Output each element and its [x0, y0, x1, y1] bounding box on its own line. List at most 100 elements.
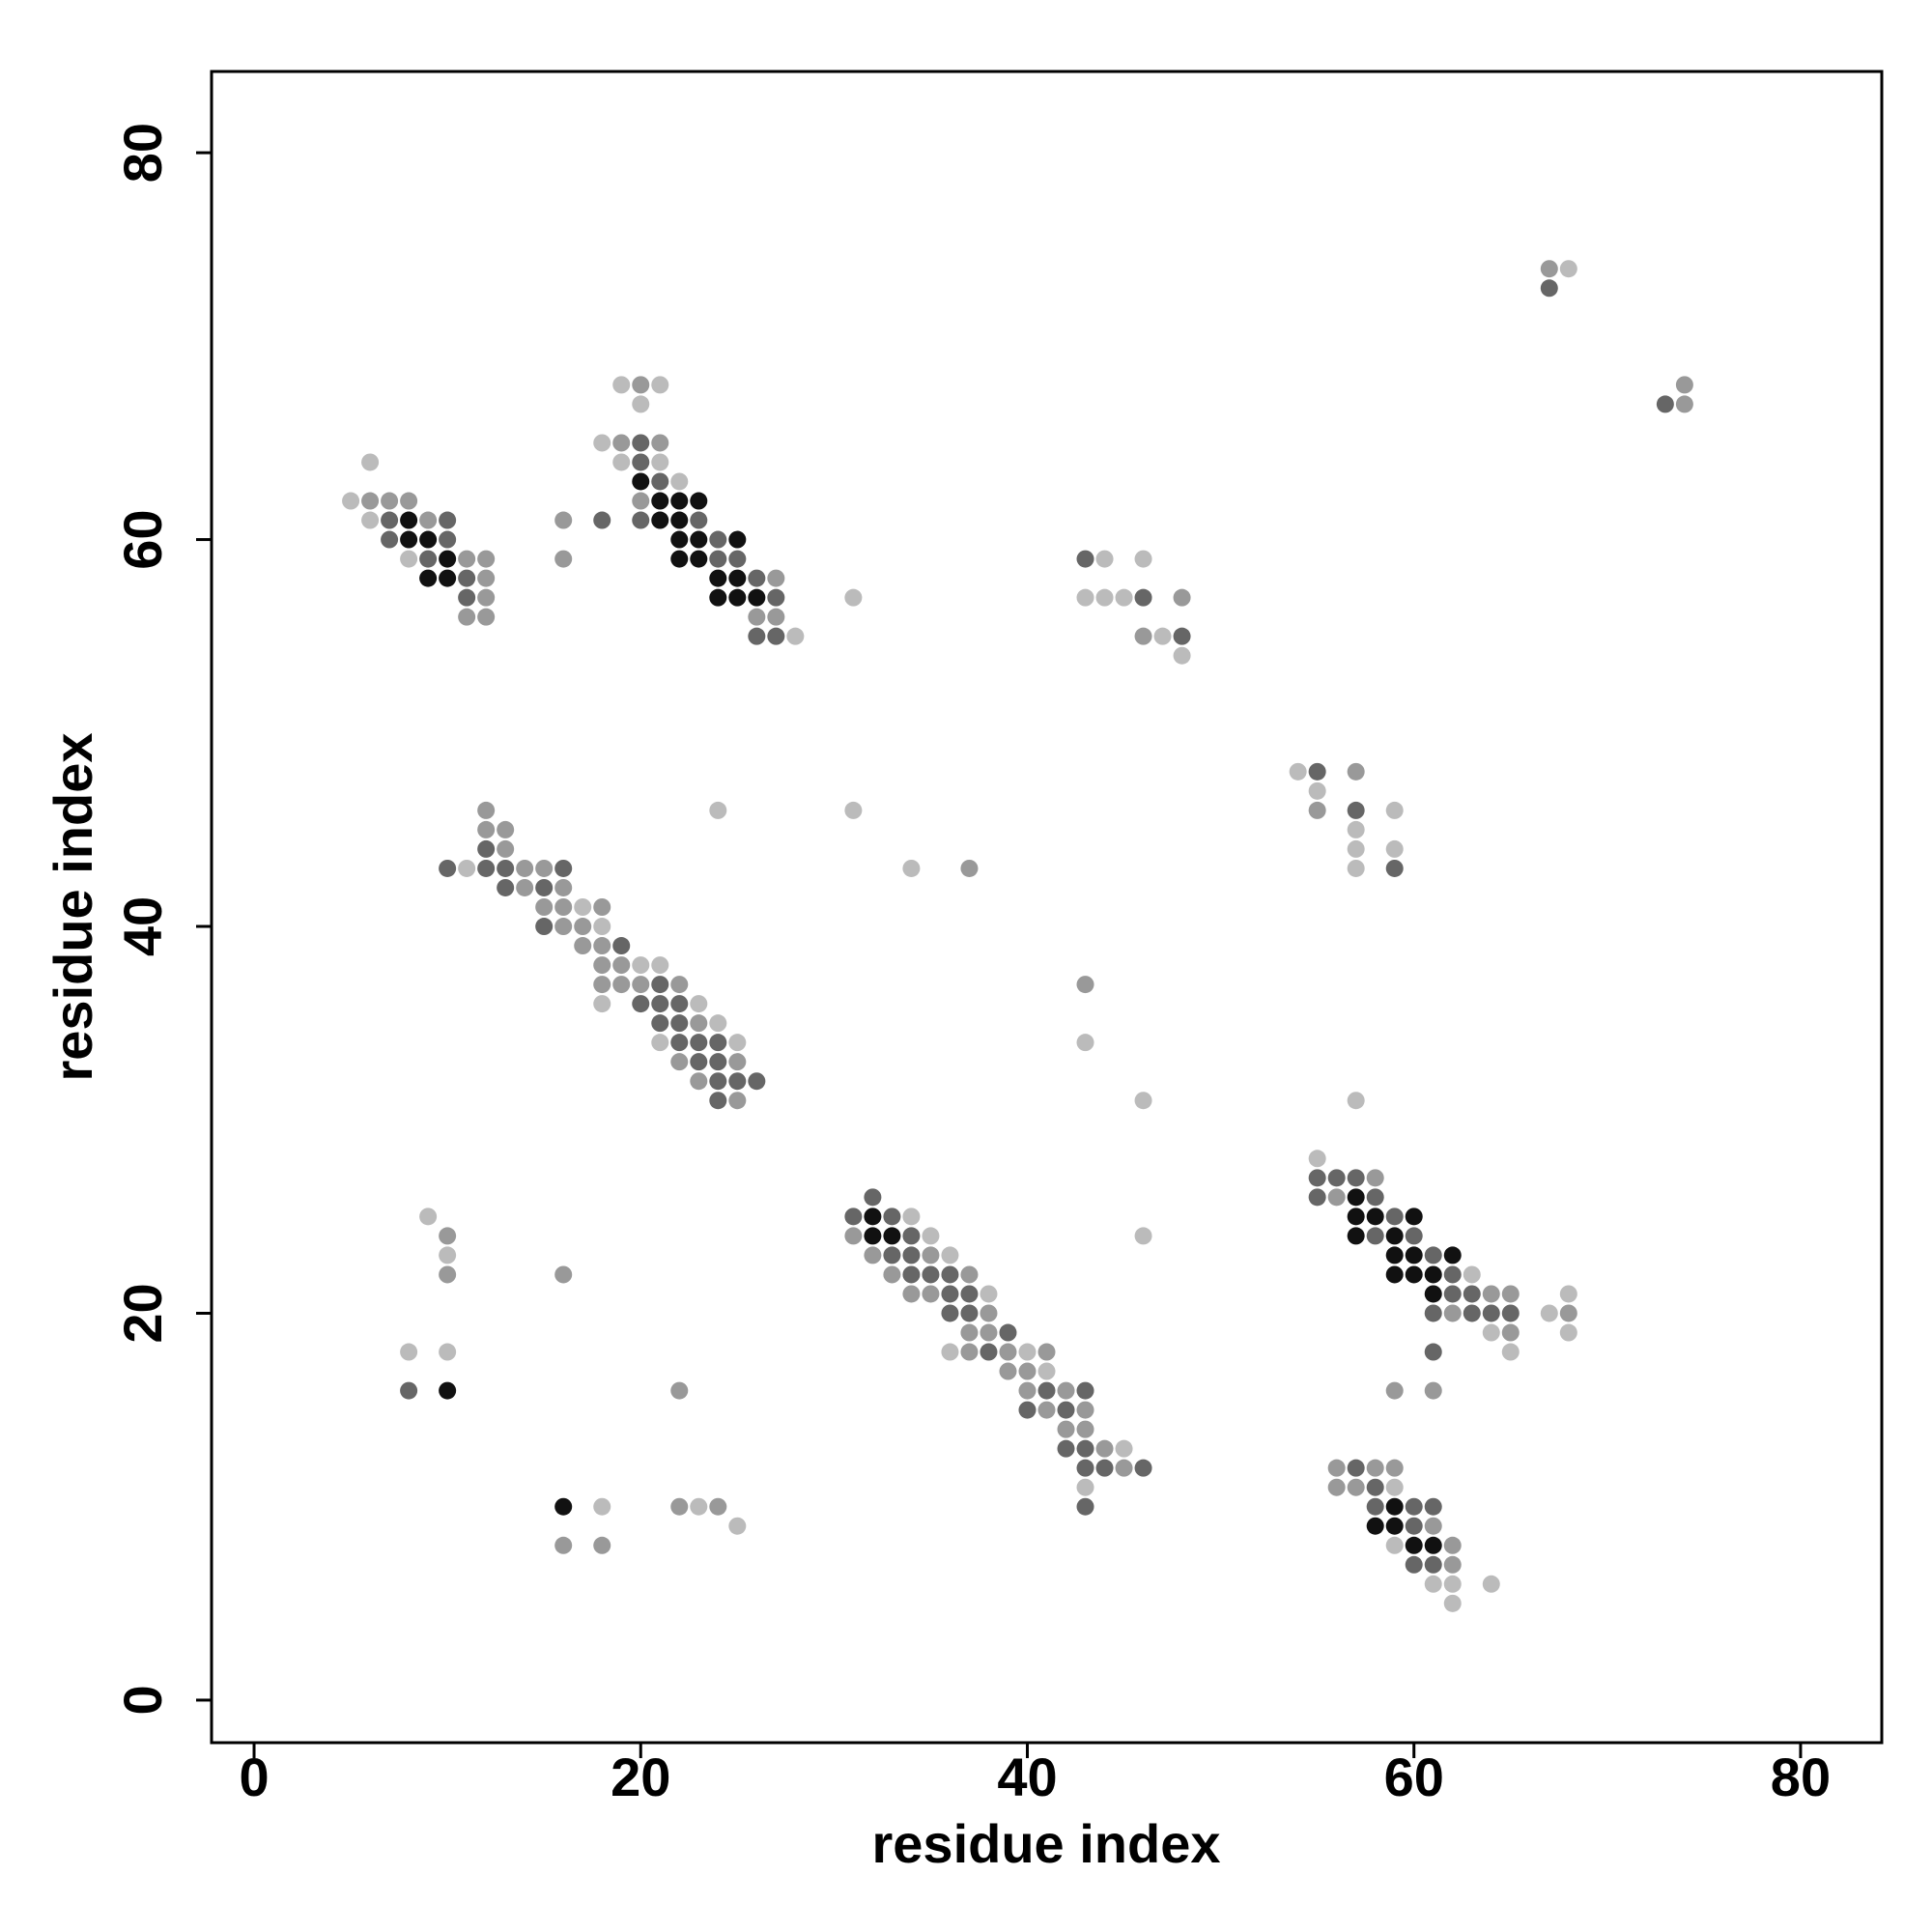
- contact-dot: [980, 1304, 998, 1322]
- contact-dot: [458, 588, 476, 607]
- contact-dot: [728, 569, 747, 587]
- contact-dot: [864, 1246, 882, 1264]
- contact-dot: [477, 550, 496, 568]
- contact-dot: [670, 1053, 689, 1071]
- contact-dot: [1443, 1555, 1462, 1574]
- contact-dot: [1424, 1381, 1442, 1400]
- contact-dot: [1347, 1478, 1365, 1496]
- contact-dot: [922, 1246, 940, 1264]
- contact-dot: [728, 588, 747, 607]
- contact-dot: [1424, 1497, 1442, 1516]
- contact-dot: [1153, 627, 1172, 645]
- contact-dot: [844, 801, 863, 819]
- contact-dot: [1095, 588, 1114, 607]
- contact-dot: [651, 472, 669, 491]
- contact-dot: [1115, 588, 1133, 607]
- contact-dot: [477, 608, 496, 626]
- contact-dot: [1037, 1362, 1056, 1380]
- contact-dot: [477, 820, 496, 838]
- contact-dot: [690, 1497, 708, 1516]
- contact-dot: [1366, 1459, 1384, 1477]
- contact-dot: [690, 550, 708, 568]
- contact-dot: [709, 801, 727, 819]
- contact-dot: [844, 1208, 863, 1226]
- contact-dot: [574, 937, 592, 955]
- contact-dot: [1405, 1517, 1423, 1535]
- contact-dot: [651, 376, 669, 394]
- contact-dot: [1443, 1594, 1462, 1612]
- contact-dot: [1173, 588, 1191, 607]
- contact-dot: [1501, 1285, 1520, 1303]
- contact-dot: [1134, 1092, 1152, 1110]
- contact-dot: [1308, 1188, 1326, 1207]
- contact-dot: [709, 530, 727, 549]
- contact-dot: [516, 859, 534, 877]
- contact-dot: [748, 588, 766, 607]
- contact-dot: [1327, 1459, 1346, 1477]
- contact-dot: [593, 937, 611, 955]
- contact-dot: [554, 1536, 573, 1554]
- contact-dot: [1076, 1401, 1094, 1419]
- y-axis-title: residue index: [43, 732, 103, 1081]
- contact-dot: [1366, 1517, 1384, 1535]
- contact-dot: [670, 511, 689, 529]
- contact-dot: [1347, 839, 1365, 858]
- contact-dot: [381, 511, 399, 529]
- y-tick-label: 0: [112, 1685, 173, 1715]
- contact-dot: [1173, 627, 1191, 645]
- contact-dot: [690, 1014, 708, 1033]
- contact-dot: [554, 859, 573, 877]
- contact-dot: [632, 376, 650, 394]
- contact-dot: [1347, 1188, 1365, 1207]
- contact-dot: [1308, 762, 1326, 781]
- contact-dot: [632, 976, 650, 994]
- contact-dot: [593, 511, 611, 529]
- contact-dot: [709, 1072, 727, 1091]
- contact-dot: [1366, 1478, 1384, 1496]
- contact-dot: [612, 956, 631, 975]
- contact-dot: [1347, 801, 1365, 819]
- y-tick-label: 80: [112, 123, 173, 183]
- contact-dot: [670, 1014, 689, 1033]
- contact-dot: [1308, 801, 1326, 819]
- contact-dot: [477, 588, 496, 607]
- contact-dot: [1347, 762, 1365, 781]
- contact-dot: [381, 530, 399, 549]
- contact-dot: [1675, 395, 1693, 413]
- contact-dot: [1540, 279, 1558, 298]
- contact-dot: [1385, 1208, 1404, 1226]
- contact-dot: [844, 588, 863, 607]
- contact-dot: [1366, 1208, 1384, 1226]
- contact-dot: [883, 1246, 901, 1264]
- contact-dot: [1540, 1304, 1558, 1322]
- contact-dot: [419, 1208, 438, 1226]
- contact-dot: [458, 608, 476, 626]
- contact-dot: [999, 1323, 1017, 1342]
- contact-dot: [1443, 1246, 1462, 1264]
- contact-dot: [960, 1285, 979, 1303]
- contact-dot: [1482, 1285, 1500, 1303]
- contact-dot: [709, 1014, 727, 1033]
- contact-dot: [670, 530, 689, 549]
- x-axis-title: residue index: [871, 1813, 1220, 1874]
- contact-dot: [1424, 1285, 1442, 1303]
- contact-dot: [632, 434, 650, 452]
- contact-dot: [941, 1246, 959, 1264]
- contact-dot: [1347, 1092, 1365, 1110]
- contact-dot: [439, 1343, 457, 1361]
- contact-dot: [670, 472, 689, 491]
- contact-dot: [651, 453, 669, 471]
- contact-dot: [1656, 395, 1674, 413]
- contact-dot: [1366, 1497, 1384, 1516]
- contact-dot: [1366, 1227, 1384, 1245]
- contact-dot: [342, 492, 360, 510]
- contact-dot: [728, 550, 747, 568]
- contact-dot: [1018, 1362, 1037, 1380]
- contact-dot: [1347, 1227, 1365, 1245]
- contact-dot: [497, 859, 515, 877]
- contact-dot: [902, 859, 921, 877]
- contact-dot: [1424, 1343, 1442, 1361]
- contact-dot: [709, 1092, 727, 1110]
- contact-dot: [1076, 1459, 1094, 1477]
- contact-dot: [1501, 1323, 1520, 1342]
